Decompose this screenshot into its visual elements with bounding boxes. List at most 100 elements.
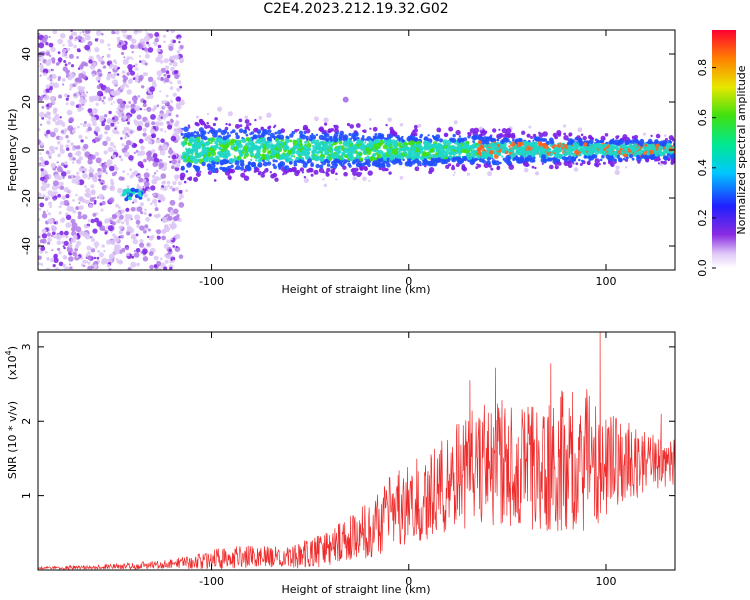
spectrogram-signal-cell	[267, 150, 272, 154]
spectrogram-signal-cell	[435, 146, 439, 150]
spectrogram-signal-cell	[412, 151, 418, 157]
spectrogram-signal-cell	[212, 122, 216, 127]
spectrogram-noise-cell	[66, 189, 70, 193]
spectrogram-noise-cell	[166, 121, 170, 125]
spectrogram-noise-cell	[106, 261, 109, 264]
snr-xtick-label: -100	[199, 575, 224, 588]
spectrogram-noise-cell	[59, 201, 65, 206]
spectrogram-signal-cell	[389, 134, 394, 139]
spectrogram-signal-cell	[293, 160, 297, 164]
spectrogram-noise-cell	[95, 157, 102, 164]
spectrogram-signal-cell	[466, 155, 473, 161]
spectrogram-noise-cell	[61, 171, 67, 177]
spectrogram-noise-cell	[92, 141, 95, 144]
spectrogram-noise-cell	[136, 114, 142, 120]
spectrogram-noise-cell	[100, 208, 104, 212]
spectrogram-signal-cell	[473, 127, 480, 134]
spectrogram-signal-cell	[258, 115, 263, 120]
spectrogram-signal-cell	[316, 151, 320, 155]
spectrogram-noise-cell	[55, 62, 60, 66]
spectrogram-signal-cell	[233, 146, 238, 151]
spectrogram-signal-cell	[276, 150, 280, 154]
spectrogram-signal-cell	[301, 171, 304, 174]
spectrogram-noise-cell	[80, 257, 83, 260]
spectrogram-noise-cell	[160, 262, 166, 269]
spectrogram-signal-cell	[554, 154, 558, 158]
spectrogram-signal-cell	[478, 143, 481, 146]
spectrogram-signal-cell	[202, 154, 207, 158]
spectrogram-noise-cell	[82, 170, 85, 174]
spectrogram-noise-cell	[137, 161, 144, 167]
spectrogram-noise-cell	[163, 243, 170, 249]
spectrogram-noise-cell	[143, 193, 148, 198]
spectrogram-noise-cell	[148, 140, 153, 145]
spectrogram-signal-cell	[666, 142, 672, 148]
spectrogram-signal-cell	[603, 137, 606, 141]
spectrogram-signal-cell	[210, 129, 215, 135]
spectrogram-signal-cell	[575, 151, 579, 155]
spectrogram-signal-cell	[382, 144, 388, 150]
spectrogram-noise-cell	[50, 149, 55, 154]
spectrogram-noise-cell	[81, 38, 86, 43]
spectrogram-noise-cell	[143, 229, 147, 234]
spectrogram-noise-cell	[109, 185, 116, 192]
spectrogram-noise-cell	[75, 226, 82, 233]
spectrogram-noise-cell	[125, 207, 130, 212]
spectrogram-noise-cell	[106, 53, 111, 59]
spectrogram-signal-cell	[479, 126, 483, 131]
spectrogram-signal-cell	[198, 127, 204, 133]
spectrogram-noise-cell	[68, 117, 75, 123]
spectrogram-signal-cell	[189, 148, 195, 154]
spectrogram-signal-cell	[337, 159, 340, 162]
spectrogram-noise-cell	[93, 267, 97, 270]
spectrogram-noise-cell	[112, 79, 119, 86]
spectrogram-signal-cell	[292, 155, 296, 158]
spectrogram-noise-cell	[67, 152, 73, 158]
spectrogram-signal-cell	[299, 138, 302, 142]
spectrogram-signal-cell	[321, 152, 323, 155]
spectrogram-signal-cell	[368, 179, 371, 182]
spectrogram-noise-cell	[136, 125, 143, 131]
spectrogram-signal-cell	[261, 171, 264, 175]
spectrogram-signal-cell	[655, 156, 661, 162]
spectrogram-signal-cell	[389, 156, 394, 161]
spectrogram-signal-cell	[261, 137, 266, 142]
spectrogram-noise-cell	[66, 202, 70, 206]
spectrogram-signal-cell	[206, 122, 209, 125]
spectrogram-noise-cell	[88, 168, 95, 174]
spectrogram-signal-cell	[220, 129, 226, 136]
spectrogram-signal-cell	[481, 150, 486, 156]
spectrogram-signal-cell	[620, 151, 624, 155]
spectrogram-signal-cell	[588, 150, 594, 156]
spectrogram-signal-cell	[392, 149, 399, 155]
spectrogram-noise-cell	[38, 255, 42, 260]
spectrogram-noise-cell	[129, 168, 133, 172]
spectrogram-signal-cell	[384, 160, 387, 163]
spectrogram-signal-cell	[572, 162, 575, 165]
spectrogram-signal-cell	[538, 137, 543, 142]
spectrogram-noise-cell	[154, 32, 160, 37]
spectrogram-signal-cell	[311, 153, 314, 156]
spectrogram-noise-cell	[125, 140, 132, 146]
spectrogram-noise-cell	[62, 176, 65, 180]
spectrogram-noise-cell	[97, 56, 104, 63]
spectrogram-noise-cell	[126, 188, 130, 193]
spectrogram-signal-cell	[312, 145, 318, 152]
spectrogram-signal-cell	[239, 153, 243, 157]
spectrogram-noise-cell	[160, 77, 164, 82]
spectrogram-signal-cell	[193, 130, 197, 134]
spectrogram-noise-cell	[163, 73, 167, 77]
spectrogram-noise-cell	[176, 127, 183, 134]
spectrogram-noise-cell	[159, 177, 162, 180]
spectrogram-noise-cell	[68, 263, 71, 266]
spectrogram-signal-cell	[421, 162, 426, 166]
spectrogram-noise-cell	[86, 123, 92, 128]
spectrogram-signal-cell	[414, 166, 420, 172]
spectrogram-noise-cell	[122, 115, 128, 120]
spectrogram-signal-cell	[266, 154, 270, 159]
spectrogram-signal-cell	[501, 155, 504, 158]
spectrogram-signal-cell	[189, 136, 194, 141]
spectrogram-noise-cell	[150, 114, 156, 120]
spectrogram-signal-cell	[462, 155, 468, 161]
spectrogram-noise-cell	[38, 163, 41, 167]
